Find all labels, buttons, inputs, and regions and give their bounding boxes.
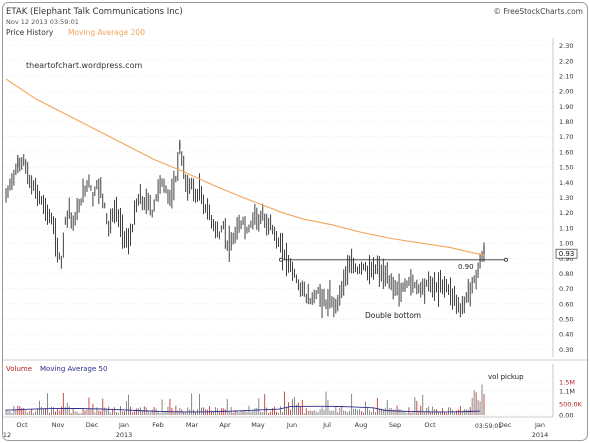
x-tick-label: Jul [322, 421, 331, 429]
volume-tick-label: 0.00 [559, 412, 573, 420]
x-tick-label: Mar [186, 421, 199, 429]
volume-tick-label: 1.5M [559, 379, 575, 387]
price-tick-label: 0.70 [559, 285, 573, 293]
volume-y-axis: 1.5M1.1M 500.0K 0.00 [559, 379, 583, 420]
x-tick-label: May [251, 421, 265, 429]
legend-moving-average-50: Moving Average 50 [40, 365, 107, 373]
price-tick-label: 0.80 [559, 270, 573, 278]
x-tick-label: Jan [534, 421, 545, 429]
x-tick-label: Apr [219, 421, 231, 429]
brand-label: © FreeStockCharts.com [494, 7, 583, 16]
price-tick-label: 0.90 [559, 255, 573, 263]
x-tick-label: Feb [152, 421, 164, 429]
price-tick-label: 1.30 [559, 194, 573, 202]
x-tick-label: Jan [118, 421, 129, 429]
price-tick-label: 1.00 [559, 240, 573, 248]
double-bottom-annotation: Double bottom [365, 311, 421, 320]
price-tick-label: 1.20 [559, 209, 573, 217]
x-tick-label: Dec [499, 421, 512, 429]
price-tick-label: 1.60 [559, 148, 573, 156]
x-year-label: 2013 [116, 431, 133, 439]
resistance-label: 0.90 [458, 263, 474, 271]
legend-volume: Volume [6, 365, 32, 373]
price-bars [5, 139, 485, 319]
price-tick-label: 2.20 [559, 57, 573, 65]
x-tick-label: Nov [52, 421, 65, 429]
vol-pickup-annotation: vol pickup [488, 373, 524, 381]
chart-title: ETAK (Elephant Talk Communications Inc) [6, 7, 183, 17]
price-tick-label: 2.30 [559, 42, 573, 50]
watermark: theartofchart.wordpress.com [26, 61, 142, 70]
chart-date: Nov 12 2013 03:59:01 [6, 18, 79, 26]
volume-tick-label: 500.0K [559, 401, 583, 409]
legend-price-history: Price History [6, 28, 54, 37]
x-tick-label: Sep [389, 421, 401, 429]
price-tick-label: 1.70 [559, 133, 573, 141]
price-y-axis: 2.30 2.20 2.10 2.00 1.90 1.80 1.70 1.60 1.50 1.40… [559, 42, 573, 354]
price-tick-label: 1.10 [559, 224, 573, 232]
ma200-line [5, 78, 485, 256]
price-tick-label: 2.00 [559, 88, 573, 96]
price-tick-label: 0.50 [559, 316, 573, 324]
price-tick-label: 0.40 [559, 331, 573, 339]
x-year-label: 2014 [532, 431, 549, 439]
x-tick-label: Oct [16, 421, 28, 429]
price-tick-label: 1.80 [559, 118, 573, 126]
x-tick-label: Jun [286, 421, 297, 429]
price-tick-label: 2.10 [559, 72, 573, 80]
volume-tick-label: 1.1M [559, 387, 575, 395]
x-year-label: 12 [3, 431, 11, 439]
volume-ma50-line [5, 405, 481, 413]
x-tick-label: Aug [355, 421, 368, 429]
last-price-box [555, 248, 578, 259]
x-axis-labels: Oct Nov Dec Jan Feb Mar Apr May Jun Jul Aug Sep Oct D… [3, 421, 548, 439]
price-tick-label: 1.90 [559, 103, 573, 111]
time-label: 03:59:01 [475, 423, 502, 430]
resistance-handle-left[interactable] [278, 257, 283, 262]
price-tick-label: 0.60 [559, 300, 573, 308]
last-price-label: 0.93 [559, 250, 575, 258]
x-tick-label: Dec [86, 421, 99, 429]
resistance-handle-right[interactable] [503, 257, 508, 262]
volume-bars [5, 384, 485, 415]
price-tick-label: 1.50 [559, 164, 573, 172]
legend-moving-average-200: Moving Average 200 [68, 28, 145, 37]
price-tick-label: 1.40 [559, 179, 573, 187]
price-tick-label: 0.30 [559, 346, 573, 354]
x-tick-label: Oct [424, 421, 436, 429]
